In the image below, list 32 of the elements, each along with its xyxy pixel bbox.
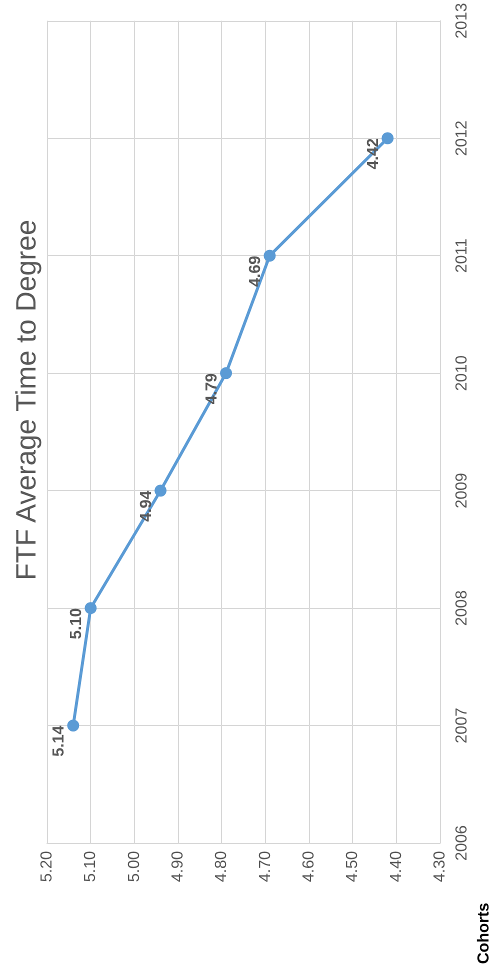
point (67, 720, 80, 732)
point (220, 367, 232, 380)
point (154, 484, 167, 497)
y-tick-label: 2010 (454, 355, 470, 391)
point (84, 602, 97, 614)
y-tick-label: 2007 (454, 708, 470, 744)
x-tick-label: 4.50 (344, 850, 362, 882)
annotation: 5.14 (50, 725, 68, 757)
x-tick-label: 4.80 (213, 850, 230, 882)
point (264, 250, 276, 262)
x-tick-label: 4.30 (432, 850, 448, 882)
annotation: 5.10 (68, 608, 86, 640)
text: FTF Average Time to Degree (10, 220, 42, 580)
x-tick-label: 4.60 (300, 850, 318, 882)
x-tick-label: 4.70 (256, 850, 274, 882)
y-tick-label: 2013 (454, 2, 470, 39)
x-tick-label: 4.90 (170, 850, 186, 882)
annotation: 4.79 (204, 373, 221, 404)
annotation: 4.69 (247, 256, 264, 287)
y-tick-label: 2008 (454, 590, 470, 626)
x-tick-label: 5.00 (126, 850, 143, 882)
y-tick-label: 2009 (454, 472, 470, 508)
y-tick-label: 2011 (454, 238, 470, 273)
y-tick-label: 2012 (454, 120, 470, 156)
x-tick-label: 4.40 (388, 850, 405, 882)
x-tick-label: 5.10 (82, 850, 100, 882)
y-tick-label: 2006 (454, 825, 470, 861)
annotation: 4.94 (138, 490, 156, 522)
point (382, 132, 394, 144)
x-tick-label: 5.20 (38, 850, 56, 882)
y-axis-title: Cohorts (476, 902, 490, 964)
annotation: 4.42 (365, 138, 382, 170)
